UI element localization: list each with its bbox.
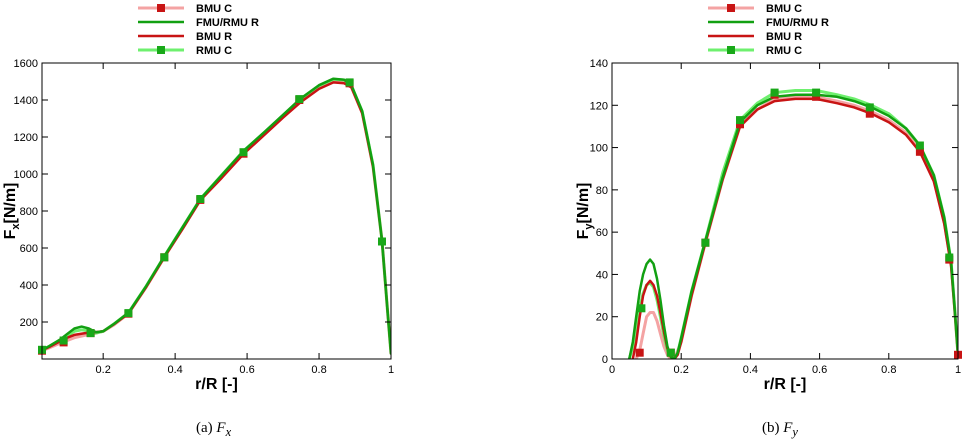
y-tick-label: 60 bbox=[596, 227, 608, 239]
x-tick-label: 0.8 bbox=[311, 364, 326, 376]
y-tick-label: 600 bbox=[20, 243, 38, 255]
legend-swatch-marker bbox=[157, 46, 165, 54]
y-tick-label: 1000 bbox=[14, 169, 38, 181]
plot-frame bbox=[41, 62, 392, 360]
y-tick-label: 0 bbox=[602, 354, 608, 366]
y-tick-label: 200 bbox=[20, 317, 38, 329]
x-tick-label: 0.6 bbox=[812, 364, 827, 376]
data-point-rmu-c bbox=[378, 237, 386, 246]
series-line-bmu-r bbox=[631, 97, 958, 359]
legend-entry: BMU R bbox=[196, 31, 232, 43]
data-point-rmu-c bbox=[701, 238, 710, 247]
x-tick-label: 0.2 bbox=[96, 364, 111, 376]
y-axis-unit: [N/m] bbox=[575, 183, 592, 224]
y-axis-label: Fx[N/m] bbox=[2, 183, 22, 240]
x-axis-label: r/R [-] bbox=[764, 376, 807, 393]
legend-entry: BMU C bbox=[766, 3, 802, 15]
legend: BMU C FMU/RMU R BMU R RMU C bbox=[708, 3, 829, 57]
data-point-bmu-c bbox=[865, 109, 874, 118]
caption-symbol: F bbox=[783, 420, 793, 436]
data-point-rmu-c bbox=[295, 95, 304, 104]
data-point-rmu-c bbox=[865, 103, 874, 112]
legend-swatch-marker bbox=[727, 46, 735, 54]
data-point-rmu-c bbox=[196, 195, 205, 203]
data-point-rmu-c bbox=[915, 141, 924, 150]
y-tick-label: 800 bbox=[20, 206, 38, 218]
series-group bbox=[627, 89, 958, 359]
data-point-rmu-c bbox=[666, 348, 675, 357]
caption-a: (a) Fx bbox=[196, 420, 231, 440]
legend-entry: FMU/RMU R bbox=[196, 17, 259, 29]
y-tick-label: 20 bbox=[596, 312, 608, 324]
y-tick-label: 80 bbox=[596, 185, 608, 197]
x-tick-label: 0.2 bbox=[674, 364, 689, 376]
y-tick-label: 140 bbox=[590, 58, 608, 70]
x-tick-label: 0.4 bbox=[743, 364, 758, 376]
y-axis-subscript: y bbox=[583, 223, 595, 230]
x-axis-label: r/R [-] bbox=[195, 376, 238, 393]
x-tick-label: 1 bbox=[955, 364, 961, 376]
y-axis-unit: [N/m] bbox=[2, 183, 19, 224]
data-point-rmu-c bbox=[812, 88, 821, 97]
y-axis-label: Fy[N/m] bbox=[575, 183, 595, 240]
series-line-fmu-rmu-r bbox=[42, 77, 391, 355]
legend-entry: RMU C bbox=[766, 45, 802, 57]
legend-entry: FMU/RMU R bbox=[766, 17, 829, 29]
y-axis-symbol: F bbox=[2, 229, 19, 239]
chart-panel-fx: 0.2 0.4 0.6 0.8 1200400600800100012001400160… bbox=[2, 3, 394, 393]
legend-entry: RMU C bbox=[196, 45, 232, 57]
y-tick-label: 1600 bbox=[14, 58, 38, 70]
data-point-rmu-c bbox=[945, 253, 954, 262]
caption-subscript: y bbox=[792, 425, 798, 439]
data-point-rmu-c bbox=[160, 253, 169, 262]
y-axis-symbol: F bbox=[575, 229, 592, 239]
y-tick-label: 120 bbox=[590, 100, 608, 112]
y-tick-label: 40 bbox=[596, 269, 608, 281]
caption-label: (b) bbox=[762, 420, 780, 436]
data-point-bmu-c bbox=[736, 120, 744, 129]
x-tick-label: 0 bbox=[609, 364, 615, 376]
legend-entry: BMU C bbox=[196, 3, 232, 15]
legend-swatch-marker bbox=[157, 4, 165, 12]
data-point-rmu-c bbox=[736, 116, 744, 125]
legend-entry: BMU R bbox=[766, 31, 802, 43]
data-point-rmu-c bbox=[637, 304, 646, 313]
chart-canvas: 0.2 0.4 0.6 0.8 1200400600800100012001400160… bbox=[2, 3, 962, 393]
y-tick-label: 400 bbox=[20, 280, 38, 292]
caption-subscript: x bbox=[225, 425, 232, 439]
data-point-rmu-c bbox=[59, 336, 68, 345]
data-point-bmu-c bbox=[635, 348, 644, 357]
series-group bbox=[42, 77, 391, 355]
series-line-bmu-c bbox=[42, 80, 391, 355]
x-tick-label: 0.6 bbox=[239, 364, 254, 376]
data-point-bmu-c bbox=[915, 147, 924, 156]
y-tick-label: 1400 bbox=[14, 95, 38, 107]
caption-symbol: F bbox=[216, 420, 226, 436]
legend: BMU C FMU/RMU R BMU R RMU C bbox=[138, 3, 259, 57]
plot-frame bbox=[611, 62, 959, 360]
series-line-bmu-r bbox=[42, 81, 391, 355]
y-tick-label: 1200 bbox=[14, 132, 38, 144]
data-point-rmu-c bbox=[345, 78, 354, 87]
y-tick-label: 100 bbox=[590, 143, 608, 155]
x-tick-label: 0.8 bbox=[881, 364, 896, 376]
y-axis-subscript: x bbox=[10, 223, 22, 230]
caption-b: (b) Fy bbox=[762, 420, 798, 440]
data-point-rmu-c bbox=[86, 329, 95, 338]
data-point-bmu-c bbox=[812, 92, 821, 101]
caption-label: (a) bbox=[196, 420, 213, 436]
data-point-rmu-c bbox=[239, 148, 248, 157]
x-tick-label: 0.4 bbox=[167, 364, 182, 376]
chart-panel-fy: 0 0.2 0.4 0.6 0.8 1 0 20 40 60 80 100 120 140 r/R [-] F… bbox=[575, 3, 962, 393]
legend-swatch-marker bbox=[727, 4, 735, 12]
x-tick-label: 1 bbox=[388, 364, 394, 376]
series-line-rmu-c bbox=[42, 77, 391, 355]
data-point-rmu-c bbox=[124, 309, 133, 318]
data-point-rmu-c bbox=[770, 88, 779, 97]
